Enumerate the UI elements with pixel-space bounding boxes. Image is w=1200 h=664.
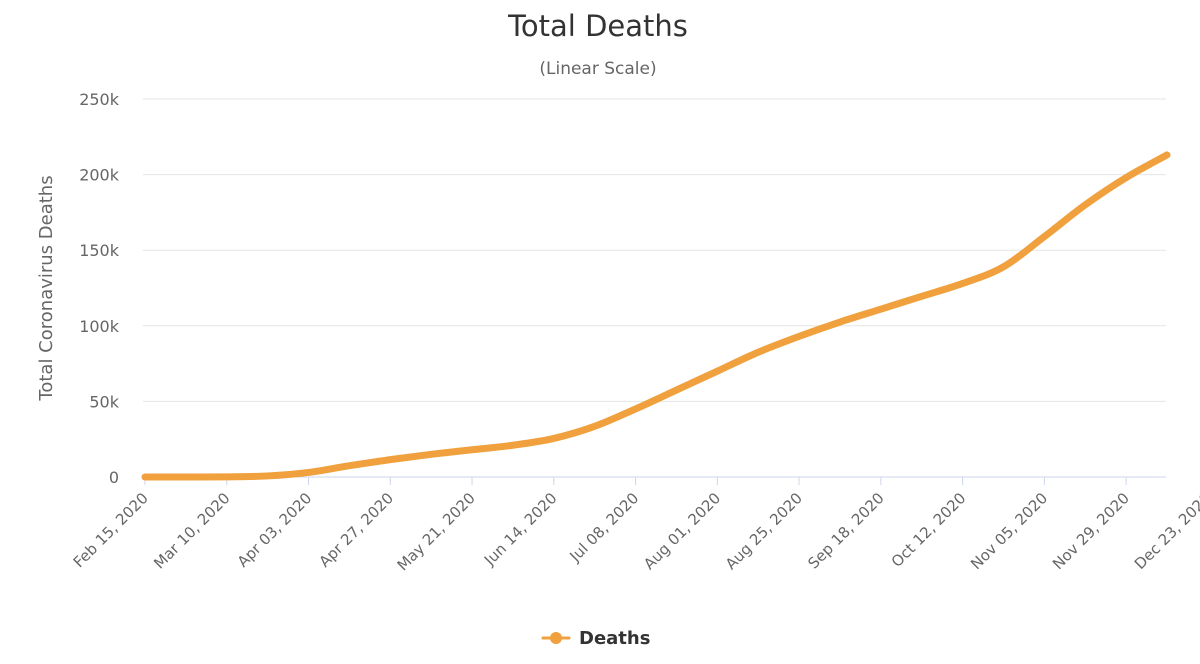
y-tick-label: 150k (79, 241, 120, 260)
x-tick-label: Feb 15, 2020 (70, 489, 152, 571)
x-tick-label: Jun 14, 2020 (480, 489, 561, 570)
x-tick-label: Jul 08, 2020 (566, 489, 643, 566)
y-tick-label: 50k (89, 392, 119, 411)
x-tick-label: Nov 29, 2020 (1049, 489, 1133, 573)
x-tick-label: Apr 03, 2020 (234, 489, 316, 571)
y-tick-label: 200k (79, 166, 120, 185)
legend[interactable]: Deaths (541, 628, 650, 649)
x-tick-label: Dec 23, 2020 (1131, 489, 1200, 573)
x-tick-label: Aug 01, 2020 (640, 489, 724, 573)
y-tick-label: 250k (79, 90, 120, 109)
x-tick-label: Apr 27, 2020 (315, 489, 397, 571)
x-tick-label: Sep 18, 2020 (804, 489, 887, 572)
y-tick-label: 0 (109, 468, 119, 487)
series-layer (141, 151, 1171, 481)
x-tick-label: Mar 10, 2020 (150, 489, 233, 572)
y-axis-label: Total Coronavirus Deaths (36, 175, 57, 401)
legend-label-deaths: Deaths (579, 628, 650, 649)
x-tick-label: Aug 25, 2020 (722, 489, 806, 573)
chart-subtitle: (Linear Scale) (539, 59, 656, 79)
grid-lines (143, 98, 1166, 478)
legend-circle-marker (550, 632, 562, 644)
x-tick-label: Oct 12, 2020 (888, 489, 970, 571)
x-tick-label: Nov 05, 2020 (967, 489, 1051, 573)
chart-title: Total Deaths (507, 9, 688, 43)
y-tick-label: 100k (79, 317, 120, 336)
x-tick-label: May 21, 2020 (394, 489, 479, 574)
y-axis-ticks: 0 50k 100k 150k 200k 250k (79, 90, 120, 487)
series-line-deaths[interactable] (141, 151, 1171, 481)
